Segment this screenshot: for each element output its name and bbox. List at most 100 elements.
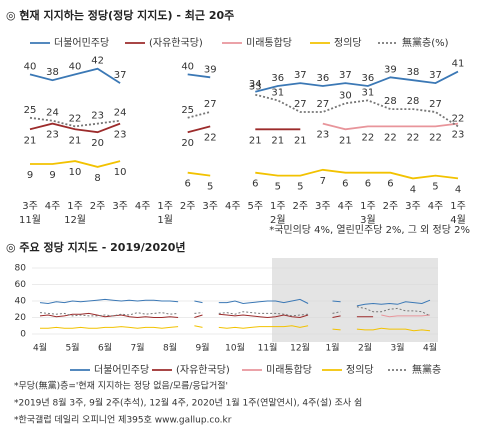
month-label: 3월: [360, 214, 376, 226]
chart-title: ◎ 현재 지지하는 정당(정당 지지도) - 최근 20주: [6, 8, 234, 22]
x-tick-label: 1주: [270, 201, 286, 212]
data-label: 21: [271, 135, 284, 146]
month-label: 1월: [157, 214, 173, 226]
data-label: 33: [249, 82, 262, 93]
data-label: 36: [362, 73, 375, 84]
x-tick-label: 8월: [163, 342, 177, 354]
legend-label: 정의당: [334, 37, 362, 49]
x-tick-label: 1주: [360, 201, 376, 212]
footnote: *무당(無黨)층='현재 지지하는 정당 없음/모름/응답거절': [14, 380, 228, 392]
x-tick-label: 5주: [247, 201, 263, 212]
month-label: 12월: [64, 214, 86, 226]
data-label: 22: [429, 132, 442, 143]
data-label: 42: [91, 56, 104, 67]
data-label: 21: [24, 135, 37, 146]
data-label: 40: [24, 61, 37, 72]
series-line: [39, 312, 374, 319]
x-tick-label: 2주: [383, 201, 399, 212]
y-tick-label: 0: [20, 330, 26, 340]
x-tick-label: 4주: [135, 201, 151, 212]
x-tick-label: 7월: [130, 342, 144, 354]
x-tick-label: 5월: [65, 342, 79, 354]
x-tick-label: 6월: [98, 342, 112, 354]
x-tick-label: 4주: [428, 201, 444, 212]
x-tick-label: 2주: [293, 201, 309, 212]
data-label: 40: [69, 61, 82, 72]
data-label: 6: [184, 179, 190, 190]
month-label: 4월: [450, 214, 466, 226]
x-tick-label: 4월: [33, 342, 47, 354]
data-label: 22: [384, 132, 397, 143]
data-label: 30: [339, 90, 352, 101]
data-label: 23: [452, 130, 465, 141]
data-label: 6: [365, 179, 371, 190]
data-label: 8: [94, 173, 100, 184]
data-label: 38: [407, 67, 420, 78]
chart-title: ◎ 주요 정당 지지도 - 2019/2020년: [6, 240, 186, 254]
data-label: 25: [181, 105, 194, 116]
x-tick-label: 2주: [90, 201, 106, 212]
data-label: 21: [339, 135, 352, 146]
data-label: 10: [69, 167, 82, 178]
data-label: 10: [114, 167, 127, 178]
data-label: 31: [271, 87, 284, 98]
x-tick-label: 12월: [290, 342, 310, 354]
x-tick-label: 3주: [112, 201, 128, 212]
data-label: 7: [320, 176, 326, 187]
x-tick-label: 10월: [225, 342, 245, 354]
data-label: 28: [384, 96, 397, 107]
data-label: 28: [407, 96, 420, 107]
data-label: 39: [204, 64, 217, 75]
data-label: 36: [316, 73, 329, 84]
data-label: 22: [452, 113, 465, 124]
data-label: 41: [452, 59, 465, 70]
month-label: 2월: [270, 214, 286, 226]
legend-label: 더불어민주당: [94, 364, 149, 376]
x-tick-label: 2월: [358, 342, 372, 354]
data-label: 37: [294, 70, 307, 81]
data-label: 39: [384, 64, 397, 75]
data-label: 4: [455, 184, 461, 195]
data-label: 23: [91, 111, 104, 122]
x-tick-label: 4주: [338, 201, 354, 212]
recent-weeks-shade: [272, 258, 438, 342]
y-tick-label: 20: [15, 313, 27, 323]
x-tick-label: 1주: [157, 201, 173, 212]
series-line: [381, 314, 431, 318]
data-label: 34: [249, 79, 262, 90]
data-label: 23: [114, 130, 127, 141]
series-line: [40, 325, 431, 332]
data-label: 23: [316, 130, 329, 141]
y-tick-label: 40: [15, 297, 27, 307]
data-label: 22: [69, 113, 82, 124]
data-label: 27: [429, 99, 442, 110]
legend-label: 미래통합당: [246, 37, 292, 49]
data-label: 24: [46, 108, 59, 119]
legend-label: 정의당: [346, 364, 374, 376]
legend-label: 無黨층(%): [402, 36, 449, 49]
data-label: 37: [114, 70, 127, 81]
data-label: 5: [432, 182, 438, 193]
data-label: 27: [294, 99, 307, 110]
data-label: 22: [362, 132, 375, 143]
y-tick-label: 80: [15, 264, 27, 274]
data-label: 25: [24, 105, 37, 116]
data-label: 21: [69, 135, 82, 146]
legend-label: 미래통합당: [266, 364, 312, 376]
data-label: 31: [362, 87, 375, 98]
y-tick-label: 60: [15, 280, 27, 290]
legend-label: 無黨층: [412, 363, 441, 376]
series-line: [322, 122, 459, 131]
data-label: 5: [275, 182, 281, 193]
x-tick-label: 11월: [258, 342, 278, 354]
data-label: 22: [407, 132, 420, 143]
data-label: 20: [181, 138, 194, 149]
data-label: 23: [46, 130, 59, 141]
x-tick-label: 1주: [67, 201, 83, 212]
data-label: 27: [316, 99, 329, 110]
legend-label: 더불어민주당: [54, 37, 109, 49]
data-label: 21: [294, 135, 307, 146]
series-line: [29, 93, 459, 128]
legend-label: (자유한국당): [176, 364, 230, 376]
